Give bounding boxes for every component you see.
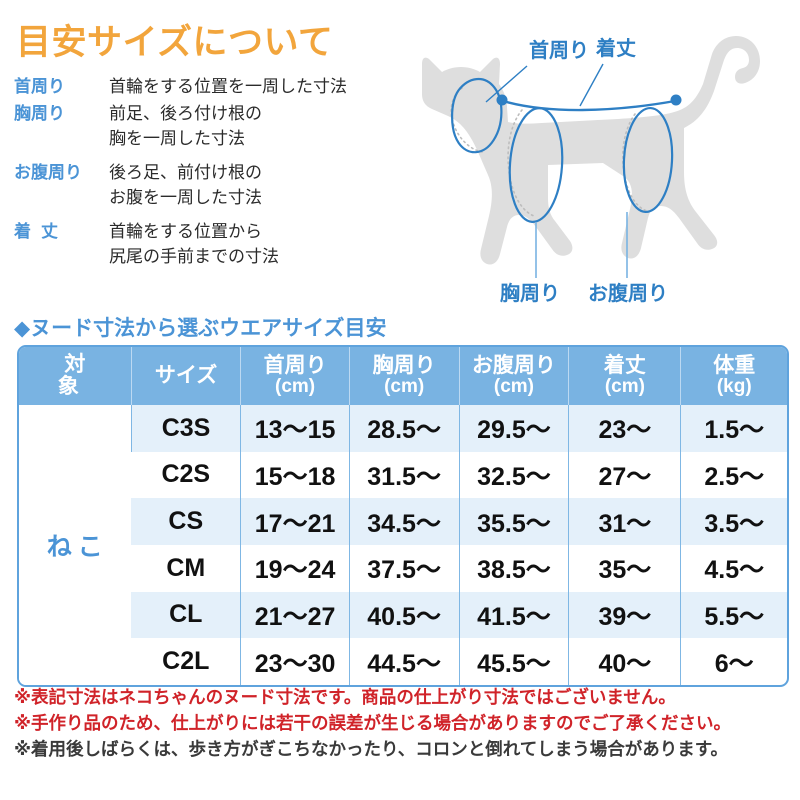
cell-size: CM: [166, 553, 206, 582]
definition-desc-length: 首輪をする位置から 尻尾の手前までの寸法: [109, 222, 279, 266]
cell-weight: 1.5〜: [680, 405, 787, 452]
col-header-belly: お腹周り (cm): [458, 347, 569, 405]
footnote-1: ※表記寸法はネコちゃんのヌード寸法です。商品の仕上がり寸法ではございません。: [14, 687, 676, 707]
cell-size: C3S: [130, 405, 241, 452]
col-header-target-label: 対 象: [57, 352, 133, 398]
leader-lines: [485, 63, 604, 107]
col-header-size: サイズ: [130, 347, 241, 405]
footnote-2: ※手作り品のため、仕上がりには若干の誤差が生じる場合がありますのでご了承ください…: [14, 713, 732, 733]
diagram-label-chest: 胸周り: [500, 281, 560, 305]
definition-row-length: 着丈 首輪をする位置から 尻尾の手前までの寸法: [14, 219, 414, 269]
cell-length: 39〜: [568, 591, 681, 639]
cell-neck: 17〜21: [240, 498, 350, 545]
definition-term-length: 着丈: [14, 222, 68, 241]
cell-neck: 21〜27: [240, 591, 350, 639]
col-header-neck: 首周り (cm): [240, 347, 350, 405]
cell-length: 23〜: [568, 405, 681, 452]
cell-neck: 15〜18: [240, 451, 350, 499]
cell-chest: 44.5〜: [348, 638, 460, 685]
measurement-definition-list: 首周り 首輪をする位置を一周した寸法 胸周り 前足、後ろ付け根の 胸を一周した寸…: [14, 74, 414, 271]
footnotes: ※表記寸法はネコちゃんのヌード寸法です。商品の仕上がり寸法ではございません。 ※…: [14, 684, 794, 762]
neck-measure-ellipse: [450, 78, 503, 154]
cell-belly: 38.5〜: [458, 544, 569, 592]
col-header-chest: 胸周り (cm): [348, 347, 460, 405]
section-heading: ◆ヌード寸法から選ぶウエアサイズ目安: [14, 317, 387, 340]
cell-size: C2S: [161, 460, 211, 489]
cell-size: CS: [131, 498, 241, 545]
table-row: CS 17〜21 34.5〜 35.5〜 31〜 3.5〜: [19, 498, 787, 545]
cat-measurement-diagram: 首周り 着丈 胸周り お腹周り: [398, 2, 800, 312]
cell-chest: 34.5〜: [348, 498, 460, 545]
leader-lines-lower: [535, 212, 628, 278]
definition-desc-neck: 首輪をする位置を一周した寸法: [109, 77, 347, 96]
cell-length: 35〜: [568, 544, 681, 592]
cell-chest: 40.5〜: [348, 591, 460, 639]
definition-row-belly: お腹周り 後ろ足、前付け根の お腹を一周した寸法: [14, 160, 414, 210]
cell-size: C2L: [162, 647, 210, 676]
cell-size: CL: [131, 591, 241, 639]
col-header-size-label: サイズ: [154, 363, 218, 387]
cell-chest: 37.5〜: [348, 544, 460, 592]
definition-row-neck: 首周り 首輪をする位置を一周した寸法: [14, 74, 414, 99]
cell-weight: 3.5〜: [680, 498, 787, 545]
cell-neck: 13〜15: [240, 405, 350, 452]
cell-belly: 32.5〜: [458, 451, 569, 499]
cell-weight: 4.5〜: [680, 544, 787, 592]
col-header-belly-label: お腹周り: [471, 353, 556, 377]
col-header-weight-label: 体重: [713, 353, 756, 377]
cell-neck: 23〜30: [240, 638, 350, 685]
definition-row-chest: 胸周り 前足、後ろ付け根の 胸を一周した寸法: [14, 101, 414, 151]
target-species-cell: ねこ: [19, 405, 132, 685]
size-table-head: 対 象 サイズ 首周り (cm) 胸周り (cm) お腹周り: [19, 347, 787, 405]
cell-belly: 41.5〜: [458, 591, 569, 639]
col-header-length-unit: (cm): [604, 376, 645, 398]
cell-length: 40〜: [568, 638, 681, 685]
cell-weight: 6〜: [680, 638, 787, 685]
cell-length: 31〜: [568, 498, 681, 545]
cell-weight: 5.5〜: [680, 591, 787, 639]
size-table: 対 象 サイズ 首周り (cm) 胸周り (cm) お腹周り: [19, 347, 787, 685]
definition-term-chest: 胸周り: [14, 104, 65, 123]
col-header-neck-label: 首周り: [263, 353, 327, 377]
table-header-row: 対 象 サイズ 首周り (cm) 胸周り (cm) お腹周り: [19, 347, 787, 405]
table-row: C2L 23〜30 44.5〜 45.5〜 40〜 6〜: [19, 638, 787, 685]
col-header-weight-unit: (kg): [716, 376, 752, 398]
table-row: CM 19〜24 37.5〜 38.5〜 35〜 4.5〜: [19, 544, 787, 592]
col-header-target: 対 象: [19, 347, 133, 405]
body-length-measure-line: [496, 94, 682, 112]
col-header-neck-unit: (cm): [275, 376, 316, 398]
col-header-chest-label: 胸周り: [372, 353, 436, 377]
diagram-label-neck: 首周り: [529, 38, 589, 62]
diagram-label-belly: お腹周り: [588, 281, 668, 305]
cell-length: 27〜: [568, 451, 681, 499]
size-table-container: 対 象 サイズ 首周り (cm) 胸周り (cm) お腹周り: [17, 345, 789, 687]
cat-silhouette-icon: [422, 36, 760, 265]
table-row: ねこ C3S 13〜15 28.5〜 29.5〜 23〜 1.5〜: [19, 405, 787, 685]
cell-neck: 19〜24: [240, 544, 350, 592]
diagram-label-length: 着丈: [595, 36, 636, 60]
col-header-length-label: 着丈: [603, 353, 646, 377]
col-header-chest-unit: (cm): [384, 376, 425, 398]
table-row: CL 21〜27 40.5〜 41.5〜 39〜 5.5〜: [19, 591, 787, 639]
footnote-3: ※着用後しばらくは、歩き方がぎこちなかったり、コロンと倒れてしまう場合があります…: [14, 739, 729, 759]
col-header-belly-unit: (cm): [493, 376, 534, 398]
cell-chest: 31.5〜: [348, 451, 460, 499]
cell-belly: 35.5〜: [458, 498, 569, 545]
cell-chest: 28.5〜: [348, 405, 460, 452]
cell-weight: 2.5〜: [680, 451, 787, 499]
cell-belly: 29.5〜: [458, 405, 569, 452]
page-title: 目安サイズについて: [16, 23, 334, 62]
definition-term-neck: 首周り: [14, 77, 65, 96]
belly-measure-ellipse: [622, 106, 674, 214]
col-header-weight: 体重 (kg): [680, 347, 787, 405]
definition-desc-belly: 後ろ足、前付け根の お腹を一周した寸法: [109, 163, 262, 207]
cell-belly: 45.5〜: [458, 638, 569, 685]
definition-term-belly: お腹周り: [14, 163, 82, 182]
size-table-body: ねこ C3S 13〜15 28.5〜 29.5〜 23〜 1.5〜 C2S 15…: [19, 405, 787, 685]
table-row: C2S 15〜18 31.5〜 32.5〜 27〜 2.5〜: [19, 451, 787, 499]
definition-desc-chest: 前足、後ろ付け根の 胸を一周した寸法: [109, 104, 262, 148]
col-header-length: 着丈 (cm): [568, 347, 681, 405]
